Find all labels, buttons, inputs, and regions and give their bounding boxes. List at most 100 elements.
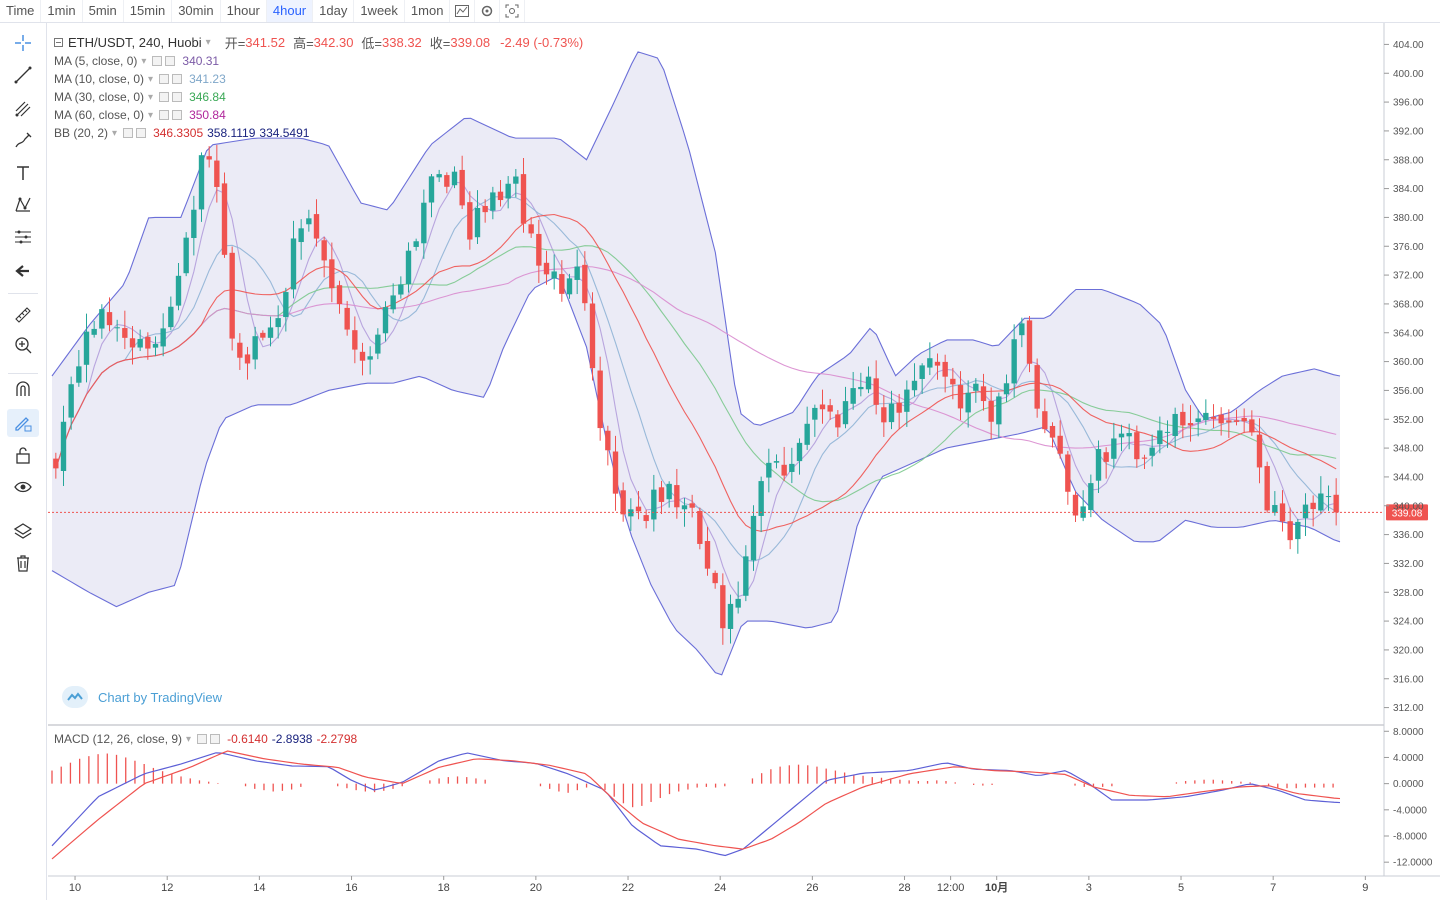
- candle-body: [635, 506, 642, 512]
- interval-4hour[interactable]: 4hour: [266, 0, 314, 22]
- pattern-icon[interactable]: [7, 191, 39, 219]
- settings-icon[interactable]: [475, 0, 501, 22]
- indicator-legend[interactable]: MA (5, close, 0) ▾ 340.31: [54, 53, 219, 69]
- drawing-toolbar: [0, 23, 47, 900]
- candle-body: [850, 388, 856, 404]
- zoom-in-icon[interactable]: [7, 331, 39, 359]
- candle: [1118, 424, 1125, 452]
- candle: [1210, 404, 1217, 428]
- last-price-label: 339.08: [1392, 508, 1423, 519]
- candle-body: [597, 370, 603, 429]
- indicator-legend[interactable]: MA (30, close, 0) ▾ 346.84: [54, 89, 226, 105]
- candle-body: [574, 266, 580, 280]
- settings-icon[interactable]: [152, 56, 163, 66]
- interval-30min[interactable]: 30min: [172, 0, 221, 22]
- screenshot-icon[interactable]: [500, 0, 526, 22]
- layers-icon[interactable]: [7, 517, 39, 545]
- candle-body: [367, 356, 373, 360]
- candle: [812, 404, 818, 437]
- candle: [183, 232, 189, 277]
- chevron-down-icon[interactable]: ▾: [205, 36, 211, 48]
- chevron-down-icon[interactable]: ▾: [141, 55, 147, 67]
- trash-icon[interactable]: [7, 549, 39, 577]
- candle: [1203, 399, 1209, 425]
- symbol-name[interactable]: ETH/USDT, 240, Huobi: [68, 34, 202, 50]
- indicators-icon[interactable]: [450, 0, 476, 22]
- measure-lines-icon[interactable]: [7, 223, 39, 251]
- candle-body: [83, 331, 90, 365]
- ruler-icon[interactable]: [7, 301, 39, 329]
- close-icon[interactable]: [172, 110, 183, 120]
- chevron-down-icon[interactable]: ▾: [186, 733, 192, 745]
- candle: [367, 346, 373, 375]
- settings-icon[interactable]: [159, 110, 170, 120]
- macd-tick-label: -8.0000: [1393, 832, 1427, 843]
- collapse-icon[interactable]: [54, 37, 63, 47]
- candle-body: [91, 328, 97, 335]
- lock-drawing-icon[interactable]: [7, 409, 39, 437]
- open-value: 341.52: [245, 34, 286, 50]
- close-icon[interactable]: [172, 92, 183, 102]
- candle-body: [681, 505, 688, 510]
- interval-1week[interactable]: 1week: [354, 0, 405, 22]
- price-tick-label: 364.00: [1393, 328, 1424, 339]
- chevron-down-icon[interactable]: ▾: [148, 109, 154, 121]
- chevron-down-icon[interactable]: ▾: [112, 127, 118, 139]
- candle: [53, 452, 59, 479]
- indicator-legend[interactable]: BB (20, 2) ▾ 346.3305 358.1119 334.5491: [54, 125, 309, 141]
- candle: [1026, 316, 1033, 373]
- interval-1day[interactable]: 1day: [313, 0, 355, 22]
- close-icon[interactable]: [136, 128, 147, 138]
- candle-body: [819, 404, 826, 410]
- interval-5min[interactable]: 5min: [83, 0, 124, 22]
- interval-15min[interactable]: 15min: [124, 0, 173, 22]
- candle: [283, 287, 289, 332]
- time-tick-label: 12:00: [937, 882, 965, 894]
- ma5-line: [55, 181, 1337, 598]
- trend-line-icon[interactable]: [7, 61, 39, 89]
- chevron-down-icon[interactable]: ▾: [148, 91, 154, 103]
- candle-body: [214, 160, 220, 187]
- candle: [444, 172, 450, 194]
- candle-body: [827, 405, 833, 412]
- candle-body: [980, 386, 987, 402]
- indicator-value: 358.1119: [207, 126, 256, 140]
- close-icon[interactable]: [210, 734, 221, 744]
- candle: [658, 480, 665, 514]
- interval-1mon[interactable]: 1mon: [405, 0, 451, 22]
- interval-1hour[interactable]: 1hour: [221, 0, 267, 22]
- indicator-legend[interactable]: MA (10, close, 0) ▾ 341.23: [54, 71, 226, 87]
- candle-body: [1103, 452, 1109, 462]
- indicator-legend[interactable]: MA (60, close, 0) ▾ 350.84: [54, 107, 226, 123]
- candle-body: [957, 385, 964, 409]
- candle-body: [505, 183, 511, 199]
- eye-icon[interactable]: [7, 473, 39, 501]
- brush-icon[interactable]: [7, 127, 39, 155]
- macd-signal-line: [51, 750, 1341, 860]
- tradingview-watermark[interactable]: Chart by TradingView: [62, 686, 222, 708]
- interval-Time[interactable]: Time: [0, 0, 42, 22]
- candle: [1318, 476, 1324, 514]
- settings-icon[interactable]: [197, 734, 208, 744]
- back-arrow-icon[interactable]: [7, 257, 39, 285]
- text-icon[interactable]: [7, 159, 39, 187]
- candle: [336, 280, 343, 314]
- magnet-icon[interactable]: [7, 375, 39, 403]
- lock-icon[interactable]: [7, 441, 39, 469]
- settings-icon[interactable]: [159, 74, 170, 84]
- candle-body: [122, 328, 128, 338]
- pitchfork-icon[interactable]: [7, 95, 39, 123]
- chevron-down-icon[interactable]: ▾: [148, 73, 154, 85]
- close-icon[interactable]: [172, 74, 183, 84]
- close-icon[interactable]: [165, 56, 176, 66]
- candle: [1333, 478, 1339, 526]
- candle: [1157, 416, 1163, 454]
- crosshair-icon[interactable]: [7, 29, 39, 57]
- settings-icon[interactable]: [123, 128, 134, 138]
- indicator-value: 341.23: [189, 72, 226, 86]
- indicator-legend[interactable]: MACD (12, 26, close, 9) ▾ -0.6140 -2.8938 -2…: [54, 731, 357, 747]
- candle: [727, 594, 734, 644]
- candle-body: [336, 285, 343, 305]
- interval-1min[interactable]: 1min: [41, 0, 83, 22]
- settings-icon[interactable]: [159, 92, 170, 102]
